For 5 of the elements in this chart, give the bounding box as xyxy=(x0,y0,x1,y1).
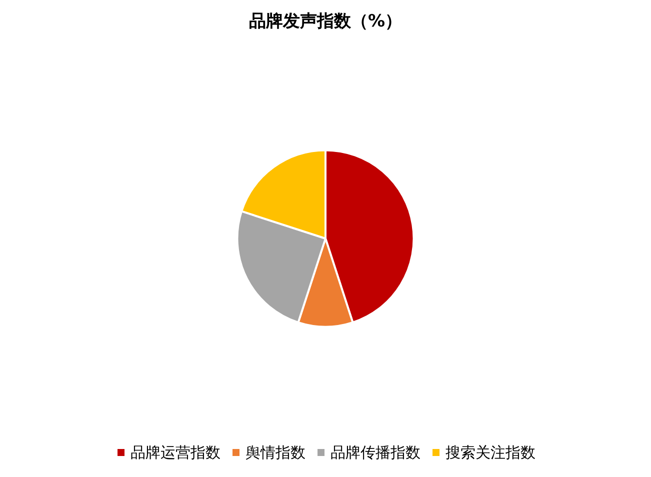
chart-title: 品牌发声指数（%） xyxy=(248,12,402,32)
legend-label: 品牌运营指数 xyxy=(130,444,220,462)
legend-label: 舆情指数 xyxy=(246,444,306,462)
legend-label: 品牌传播指数 xyxy=(330,444,420,462)
legend-label: 搜索关注指数 xyxy=(446,444,536,462)
